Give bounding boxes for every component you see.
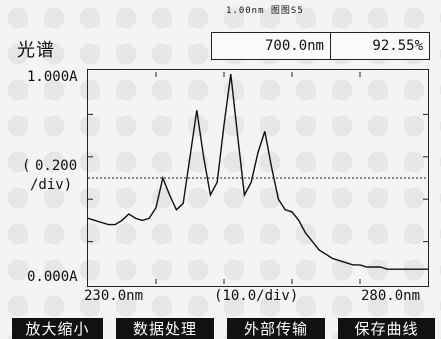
y-scale-open: ( [22, 158, 31, 174]
readout-box: 700.0nm 92.55% [211, 32, 430, 60]
y-tick-top: 1.000A [27, 69, 78, 85]
y-scale-value: 0.200 [35, 158, 78, 174]
y-scale-unit: /div) [30, 177, 73, 193]
data-process-button[interactable]: 数据处理 [116, 318, 214, 339]
spectrum-plot[interactable] [87, 69, 429, 287]
zoom-button[interactable]: 放大缩小 [12, 318, 103, 339]
page-title: 光谱 [17, 40, 55, 61]
x-start-label: 230.0nm [84, 288, 144, 304]
wavelength-readout: 700.0nm [212, 33, 331, 59]
x-scale-label: (10.0/div) [214, 288, 299, 304]
spectrum-line [87, 74, 428, 270]
y-tick-bottom: 0.000A [27, 269, 78, 285]
save-curve-button[interactable]: 保存曲线 [338, 318, 435, 339]
external-transfer-button[interactable]: 外部传输 [227, 318, 325, 339]
value-readout: 92.55% [372, 38, 423, 54]
status-indicator: 1.00nm 图图S5 [226, 6, 304, 16]
x-end-label: 280.0nm [361, 288, 421, 304]
